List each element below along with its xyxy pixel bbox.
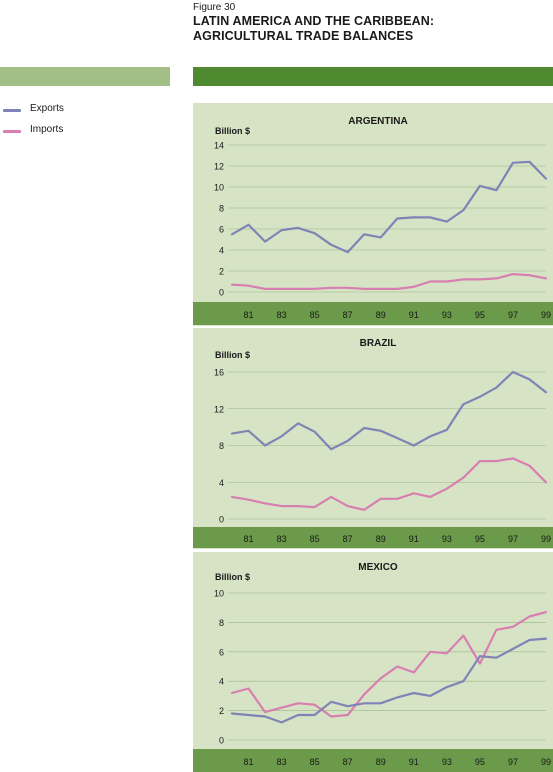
y-tick-label: 12 [214, 162, 224, 172]
series-line-exports [230, 370, 548, 451]
x-tick-label: 81 [244, 757, 254, 767]
x-tick-label: 81 [244, 310, 254, 320]
series-line-imports [230, 457, 548, 511]
figure-title: LATIN AMERICA AND THE CARIBBEAN: AGRICUL… [193, 14, 434, 44]
x-tick-label: 83 [277, 534, 287, 544]
chart-background [193, 103, 553, 326]
x-tick-label: 91 [409, 310, 419, 320]
y-tick-label: 6 [219, 647, 224, 657]
chart-background [193, 328, 553, 549]
x-tick-label: 93 [442, 534, 452, 544]
x-tick-label: 99 [541, 757, 551, 767]
x-tick-label: 93 [442, 310, 452, 320]
series-line-exports [230, 637, 548, 724]
legend-label-imports: Imports [30, 124, 64, 135]
header-bar-right [193, 67, 553, 86]
y-tick-label: 16 [214, 368, 224, 378]
x-tick-label: 89 [376, 534, 386, 544]
x-tick-label: 93 [442, 757, 452, 767]
y-tick-label: 4 [219, 478, 224, 488]
x-tick-label: 95 [475, 534, 485, 544]
y-tick-label: 10 [214, 589, 224, 599]
x-tick-label: 89 [376, 757, 386, 767]
x-tick-label: 87 [343, 310, 353, 320]
figure-title-line-1: LATIN AMERICA AND THE CARIBBEAN: [193, 14, 435, 28]
y-tick-label: 0 [219, 288, 224, 298]
x-tick-label: 95 [475, 310, 485, 320]
x-tick-label: 99 [541, 534, 551, 544]
y-axis-label: Billion $ [215, 126, 250, 136]
x-tick-label: 99 [541, 310, 551, 320]
x-axis-band [193, 527, 553, 548]
figure-title-line-2: AGRICULTURAL TRADE BALANCES [193, 29, 414, 43]
y-tick-label: 4 [219, 677, 224, 687]
x-axis-band [193, 749, 553, 772]
y-tick-label: 4 [219, 246, 224, 256]
chart-argentina: ARGENTINA Billion $ 0 2 4 6 8 10 12 14 81 83 85 87 89 9… [193, 103, 553, 326]
chart-title: BRAZIL [360, 338, 397, 349]
x-tick-label: 97 [508, 534, 518, 544]
header-bar-left [0, 67, 170, 86]
legend-label-exports: Exports [30, 103, 64, 114]
y-tick-label: 6 [219, 225, 224, 235]
figure-label: Figure 30 [193, 2, 236, 13]
x-tick-label: 95 [475, 757, 485, 767]
x-tick-label: 85 [310, 534, 320, 544]
x-tick-label: 81 [244, 534, 254, 544]
series-line-imports [230, 610, 548, 718]
series-line-exports [230, 160, 548, 254]
y-axis-label: Billion $ [215, 350, 250, 360]
y-tick-label: 0 [219, 736, 224, 746]
x-tick-label: 91 [409, 757, 419, 767]
x-tick-label: 83 [277, 310, 287, 320]
y-tick-label: 8 [219, 441, 224, 451]
x-tick-label: 87 [343, 757, 353, 767]
y-tick-label: 14 [214, 141, 224, 151]
chart-background [193, 552, 553, 772]
x-tick-label: 85 [310, 757, 320, 767]
legend-swatch-exports [3, 109, 21, 112]
chart-mexico: MEXICO Billion $ 0 2 4 6 8 10 81 83 85 87 89 91 93 95 97… [193, 552, 553, 772]
x-tick-label: 85 [310, 310, 320, 320]
x-tick-label: 91 [409, 534, 419, 544]
x-tick-label: 97 [508, 757, 518, 767]
y-tick-label: 8 [219, 618, 224, 628]
chart-title: ARGENTINA [348, 116, 407, 127]
x-tick-label: 83 [277, 757, 287, 767]
y-tick-label: 12 [214, 404, 224, 414]
x-tick-label: 97 [508, 310, 518, 320]
chart-title: MEXICO [358, 562, 398, 573]
y-tick-label: 2 [219, 267, 224, 277]
x-axis-band [193, 302, 553, 325]
legend-swatch-imports [3, 130, 21, 133]
y-tick-label: 0 [219, 515, 224, 525]
y-axis-label: Billion $ [215, 572, 250, 582]
chart-brazil: BRAZIL Billion $ 0 4 8 12 16 81 83 85 87 89 91 93 95 97… [193, 328, 553, 549]
x-tick-label: 89 [376, 310, 386, 320]
x-tick-label: 87 [343, 534, 353, 544]
series-line-imports [230, 273, 548, 290]
y-tick-label: 10 [214, 183, 224, 193]
y-tick-label: 8 [219, 204, 224, 214]
y-tick-label: 2 [219, 706, 224, 716]
